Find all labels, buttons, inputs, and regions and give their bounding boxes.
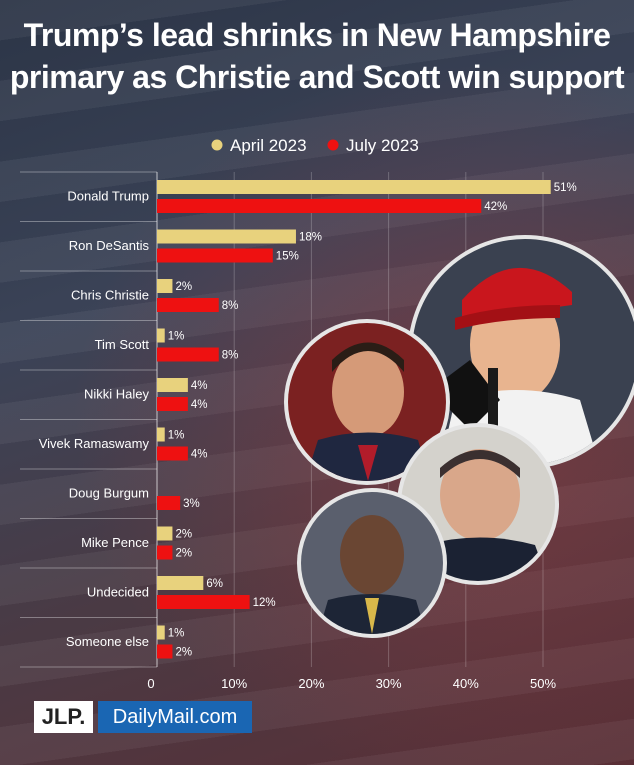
data-label: 6% bbox=[206, 578, 223, 590]
bar bbox=[157, 328, 165, 343]
jlp-logo: JLP. bbox=[34, 701, 93, 733]
category-label: Tim Scott bbox=[95, 337, 150, 352]
bar bbox=[157, 279, 173, 293]
bar bbox=[157, 496, 181, 510]
x-tick-label: 30% bbox=[376, 676, 402, 691]
data-label: 4% bbox=[191, 449, 208, 461]
dailymail-logo: DailyMail.com bbox=[98, 701, 252, 733]
bar bbox=[157, 625, 165, 640]
data-label: 18% bbox=[299, 232, 322, 244]
data-label: 15% bbox=[276, 251, 299, 263]
data-label: 4% bbox=[191, 380, 208, 392]
category-label: Undecided bbox=[87, 585, 149, 600]
legend: April 2023 July 2023 bbox=[211, 136, 419, 155]
chart-title: Trump’s lead shrinks in New Hampshire pr… bbox=[0, 14, 634, 98]
bar bbox=[157, 446, 188, 461]
data-label: 42% bbox=[484, 201, 507, 213]
data-label: 3% bbox=[183, 498, 200, 510]
data-label: 8% bbox=[222, 350, 239, 362]
data-label: 2% bbox=[175, 529, 192, 541]
title-line-2: primary as Christie and Scott win suppor… bbox=[9, 59, 625, 95]
bar bbox=[157, 180, 551, 194]
data-label: 1% bbox=[168, 331, 185, 343]
category-label: Ron DeSantis bbox=[69, 238, 150, 253]
category-label: Nikki Haley bbox=[84, 387, 150, 402]
x-tick-label: 40% bbox=[453, 676, 479, 691]
bar bbox=[157, 397, 188, 411]
x-tick-label: 50% bbox=[530, 676, 556, 691]
candidate-photos bbox=[284, 235, 634, 638]
bar bbox=[157, 526, 173, 541]
bar bbox=[157, 644, 173, 659]
bar bbox=[157, 545, 173, 560]
data-label: 1% bbox=[168, 628, 185, 640]
category-label: Doug Burgum bbox=[69, 486, 149, 501]
data-label: 12% bbox=[253, 597, 276, 609]
category-label: Mike Pence bbox=[81, 535, 149, 550]
bar bbox=[157, 248, 273, 263]
data-label: 2% bbox=[175, 548, 192, 560]
scott-photo bbox=[297, 488, 447, 638]
bar bbox=[157, 595, 250, 609]
legend-label: April 2023 bbox=[230, 136, 307, 155]
x-tick-label: 0 bbox=[147, 676, 154, 691]
data-label: 4% bbox=[191, 399, 208, 411]
title-line-1: Trump’s lead shrinks in New Hampshire bbox=[23, 17, 611, 53]
category-label: Chris Christie bbox=[71, 288, 149, 303]
bar bbox=[157, 427, 165, 442]
data-label: 2% bbox=[175, 281, 192, 293]
trump-photo bbox=[408, 235, 634, 469]
data-label: 1% bbox=[168, 430, 185, 442]
category-label: Someone else bbox=[66, 634, 149, 649]
bar bbox=[157, 378, 188, 392]
category-label: Vivek Ramaswamy bbox=[39, 436, 150, 451]
bar bbox=[157, 298, 219, 312]
data-label: 8% bbox=[222, 300, 239, 312]
bar bbox=[157, 199, 482, 213]
x-tick-label: 20% bbox=[298, 676, 324, 691]
legend-marker bbox=[211, 139, 223, 151]
legend-label: July 2023 bbox=[346, 136, 419, 155]
bar bbox=[157, 347, 219, 362]
category-label: Donald Trump bbox=[67, 189, 149, 204]
bar bbox=[157, 229, 296, 244]
legend-marker bbox=[327, 139, 339, 151]
x-tick-label: 10% bbox=[221, 676, 247, 691]
data-label: 51% bbox=[554, 182, 577, 194]
data-label: 2% bbox=[175, 647, 192, 659]
bar bbox=[157, 576, 204, 590]
christie-photo bbox=[397, 423, 559, 585]
